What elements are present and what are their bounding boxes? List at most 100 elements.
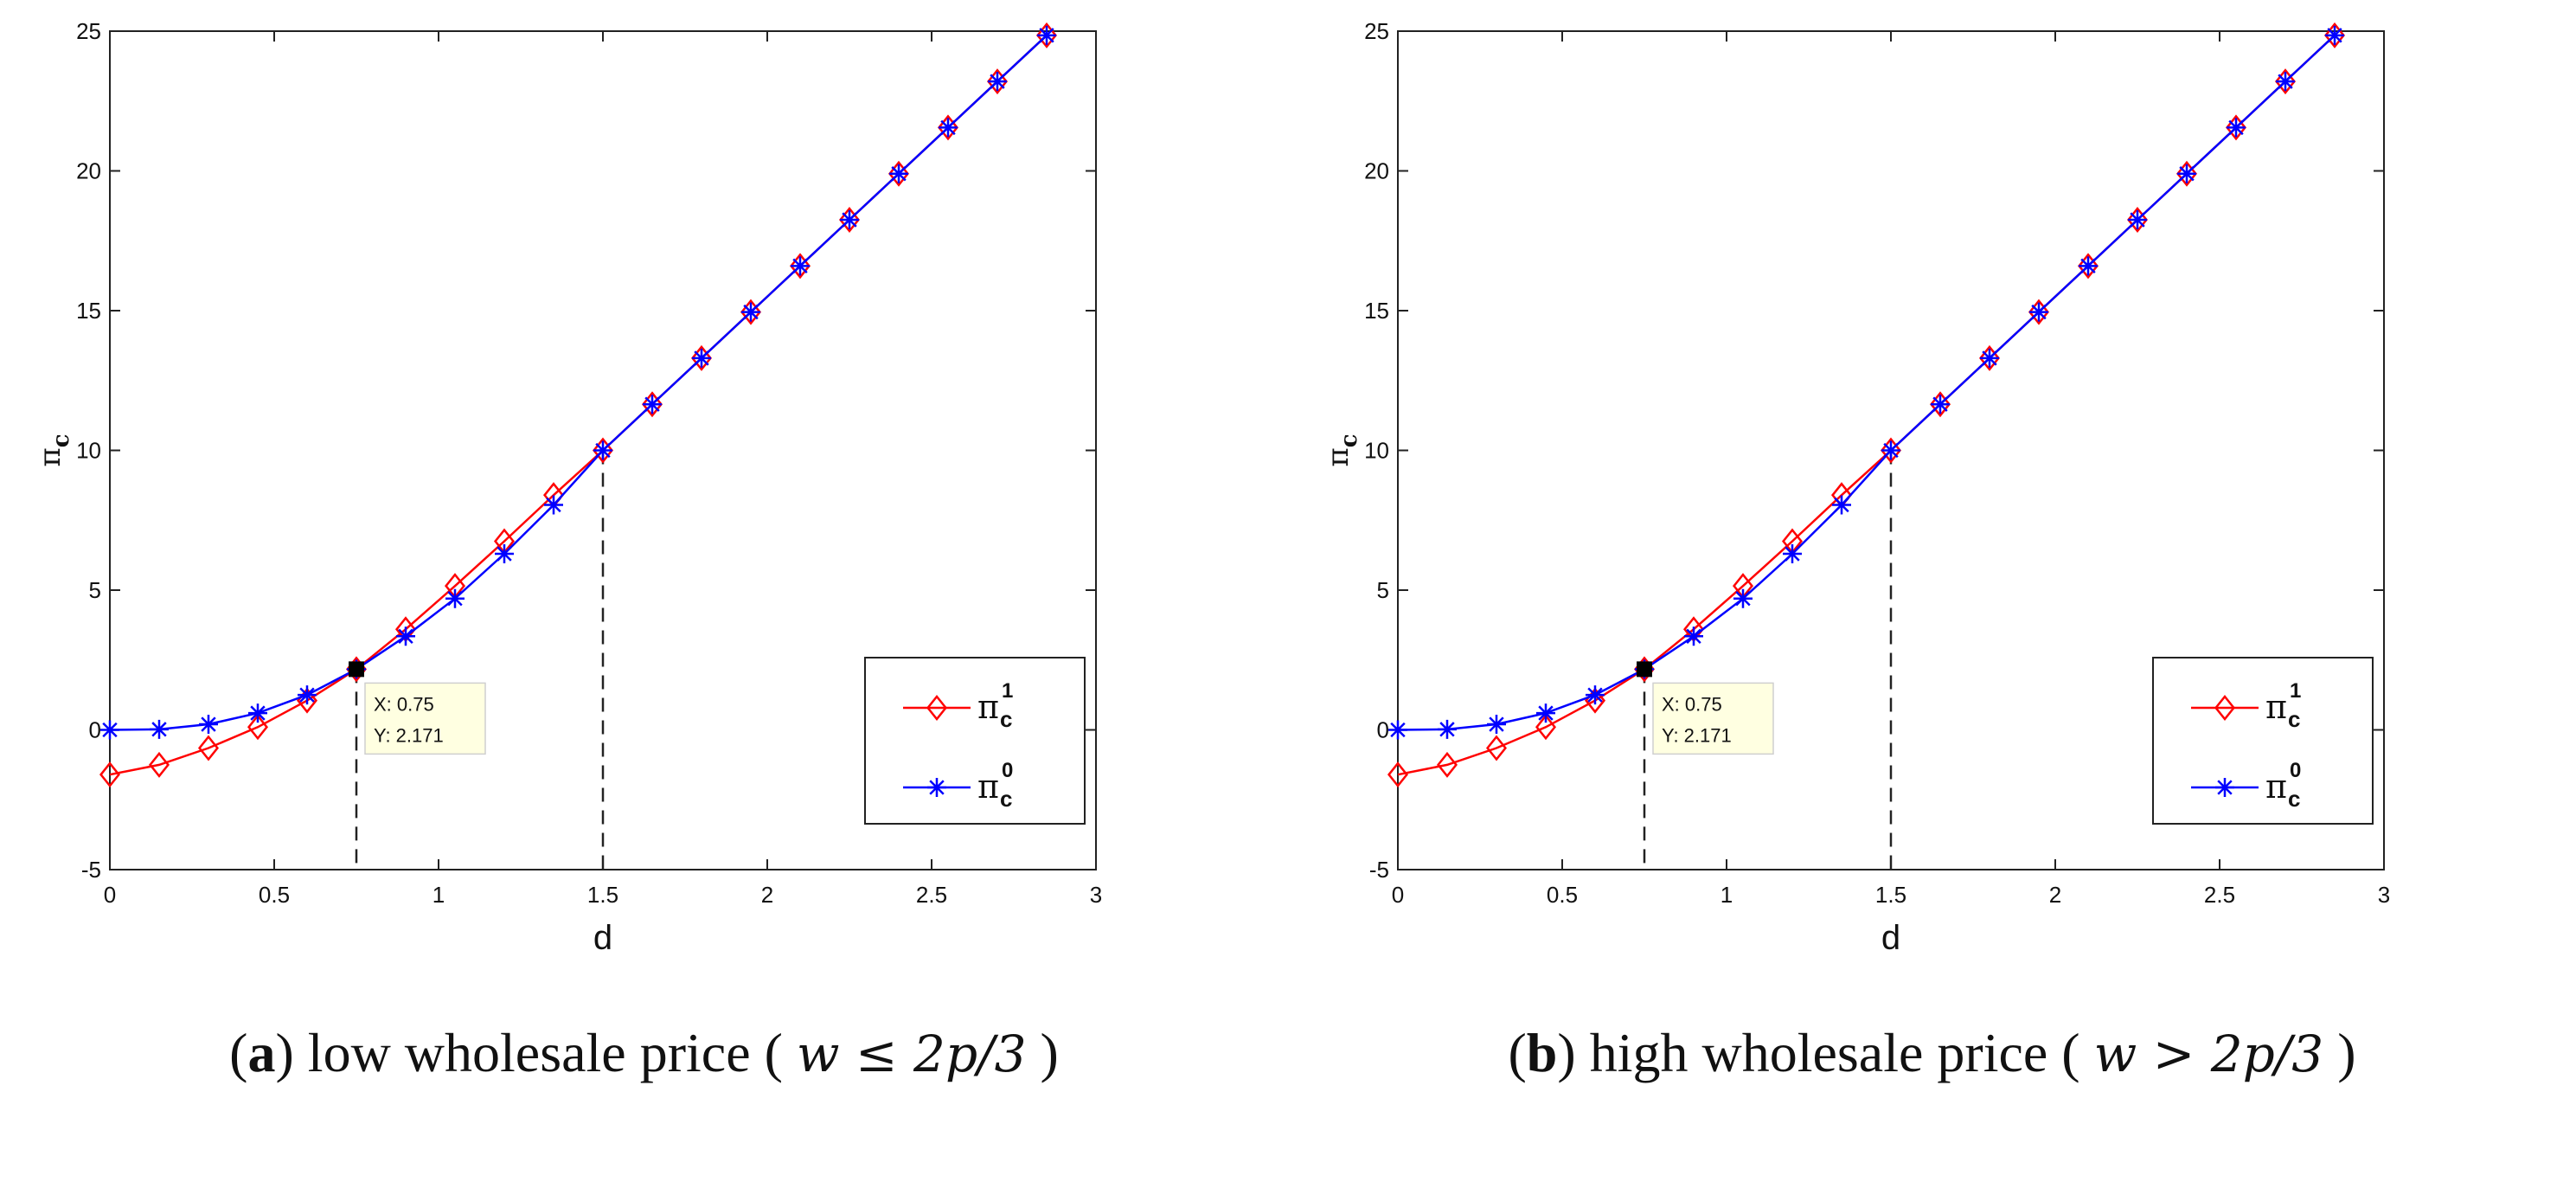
chart-a-ylabel-sub: c [48,434,74,447]
chart-a-ytick-label-1: 0 [89,717,101,743]
chart-b-ytick-label-0: -5 [1369,857,1389,883]
chart-b-datatip-x: X: 0.75 [1662,693,1722,715]
chart-a-ytick-label-2: 5 [89,577,101,603]
chart-b-series-0-point-11 [1929,391,1951,418]
caption-a-text: low wholesale price [307,1022,751,1083]
chart-b-series-0-point-0 [1387,761,1409,788]
chart-b-legend-symbol-1: π [2265,768,2287,806]
chart-b-series-0-point-3 [1535,714,1557,741]
chart-a-series-0-point-12 [690,344,713,371]
chart-a-xtick-label-5: 2.5 [916,882,947,908]
chart-a-legend-box [864,657,1086,825]
chart-a-series-1-point-17 [939,118,958,138]
chart-b-legend-sub-1: c [2288,786,2300,812]
chart-a-legend-marker-1 [927,778,946,797]
caption-a-math: w ≤ 2p/3 [796,1025,1027,1083]
chart-a-series-1-point-4 [298,685,317,705]
chart-a-series-1-point-8 [495,544,514,564]
caption-b-math: w > 2p/3 [2093,1025,2324,1083]
chart-a-datatip-y: Y: 2.171 [374,724,444,746]
chart-b-series-0-point-18 [2274,68,2297,95]
chart-b-datatip-marker [1637,661,1652,678]
chart-b-ytick-label-2: 5 [1377,577,1389,603]
chart-a-xlabel: d [593,919,612,957]
chart-b-series-1-point-17 [2227,118,2246,138]
chart-a-ytick-label-6: 25 [76,18,101,44]
chart-b-datatip-y: Y: 2.171 [1662,724,1732,746]
chart-b-series-1-point-9 [1832,495,1851,515]
chart-b-series-1-point-14 [2079,256,2098,276]
chart-b-series-0-point-2 [1485,735,1508,761]
chart-a-legend-sup-1: 0 [1002,759,1013,782]
chart-b-ytick-label-4: 15 [1364,298,1389,324]
chart-b-series-0-point-19 [2323,22,2346,48]
chart-a-series-0-point-18 [986,68,1009,95]
caption-b-letter: b [1526,1022,1558,1083]
chart-a-series-1-point-15 [840,210,859,230]
chart-b-series-1-point-18 [2276,72,2295,92]
chart-b-series-1-point-13 [2029,302,2048,322]
chart-b-series-0-point-15 [2126,207,2149,234]
chart-b-xtick-label-1: 0.5 [1547,882,1578,908]
chart-a-series-1-point-10 [593,440,612,460]
caption-b-text: high wholesale price [1589,1022,2048,1083]
chart-b-legend-sup-0: 1 [2290,679,2301,703]
chart-b-series-1-point-8 [1783,544,1802,564]
chart-a-xtick-label-0: 0 [104,882,116,908]
chart-a-series-0-point-2 [197,735,220,761]
chart-a-series-0-point-17 [937,114,959,141]
chart-b-xtick-label-6: 3 [2378,882,2390,908]
chart-a-series-1-point-1 [150,719,169,739]
chart-a-series-0-point-3 [247,714,269,741]
chart-b-series-1-point-10 [1881,440,1900,460]
chart-a-legend-symbol-0: π [977,688,999,726]
chart-b-series-1-point-15 [2128,210,2147,230]
chart-a-series-0-point-13 [740,299,762,325]
caption-a-letter: a [247,1022,276,1083]
chart-b-series-1-point-1 [1438,719,1457,739]
chart-a-series-1-point-3 [248,703,267,723]
chart-a-series-1-point-0 [100,720,119,740]
chart-b-series-0-point-10 [1880,437,1902,464]
chart-a-series-1-point-13 [741,302,760,322]
chart-panel-a: 0 0.5 1 1.5 2 2.5 3 -5 0 5 10 15 20 25 d πc X: 0.75 Y: 2.… [33,18,1102,1083]
chart-a-series-1-line [109,34,1048,731]
caption-a: (a) low wholesale price ( w ≤ 2p/3 ) [229,1022,1059,1083]
chart-b-xtick-label-0: 0 [1392,882,1404,908]
chart-a-ytick-label-3: 10 [76,438,101,464]
chart-b-legend-sub-0: c [2288,706,2300,732]
chart-a-datatip-x: X: 0.75 [374,693,434,715]
chart-b-series-1-point-0 [1388,720,1407,740]
chart-b-series-1-line [1397,34,2336,731]
chart-a-ytick-label-0: -5 [81,857,101,883]
chart-b-datatip-box [1652,682,1774,755]
chart-a-series-1-point-14 [791,256,810,276]
chart-b-series-1-point-4 [1586,685,1605,705]
chart-a-xtick-label-1: 0.5 [259,882,290,908]
chart-b-xtick-label-5: 2.5 [2204,882,2235,908]
chart-b-xtick-label-2: 1 [1721,882,1733,908]
chart-b-ylabel: πc [1321,434,1362,466]
chart-a-legend-sub-0: c [1000,706,1012,732]
chart-b-legend-marker-0 [2214,694,2236,722]
caption-b: (b) high wholesale price ( w > 2p/3 ) [1508,1022,2356,1083]
chart-a-series-0-point-15 [838,207,861,234]
chart-a-series-0-point-0 [99,761,121,788]
chart-a-xtick-label-3: 1.5 [587,882,618,908]
chart-b-series-1-point-19 [2325,25,2344,45]
chart-b-xtick-label-4: 2 [2049,882,2061,908]
chart-b-series-1-point-12 [1980,348,1999,368]
chart-a-series-0-point-14 [789,253,811,279]
chart-a-ylabel: πc [33,434,74,466]
chart-a-series-1-point-9 [544,495,563,515]
chart-a-datatip-box [364,682,486,755]
chart-b-series-0-point-16 [2176,160,2198,187]
chart-b-series-0-point-1 [1436,751,1458,778]
chart-b-ytick-label-5: 20 [1364,158,1389,184]
chart-b-series-1-point-2 [1487,715,1506,735]
chart-b-series-1-point-16 [2177,164,2196,183]
chart-a-series-1-point-2 [199,715,218,735]
chart-b-series-0-point-17 [2225,114,2247,141]
